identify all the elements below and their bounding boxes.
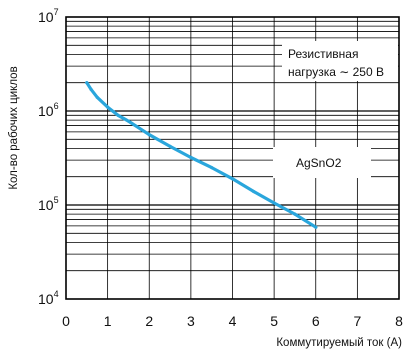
x-tick-label: 2	[145, 313, 153, 329]
series-label: AgSnO2	[296, 156, 342, 170]
data-point	[251, 189, 255, 193]
plot-frame	[65, 16, 400, 300]
data-point	[95, 95, 99, 99]
y-tick-label: 104	[38, 289, 59, 307]
y-tick-label: 105	[38, 195, 59, 213]
load-annotation-line1: Резистивная	[288, 47, 358, 61]
data-point	[293, 212, 297, 216]
data-point	[126, 119, 130, 123]
x-tick-label: 8	[395, 313, 403, 329]
x-tick-labels: 0 1 2 3 4 5 6 7 8	[62, 313, 403, 329]
y-tick-label: 107	[38, 7, 59, 25]
data-point	[230, 177, 235, 181]
y-tick-label: 106	[38, 101, 59, 119]
data-point	[106, 105, 110, 109]
data-point	[89, 87, 93, 91]
x-tick-label: 6	[312, 313, 320, 329]
annotations: Резистивная нагрузка ∼ 250 В AgSnO2	[273, 41, 398, 178]
x-tick-label: 4	[229, 313, 237, 329]
data-point	[147, 133, 151, 137]
data-point	[85, 81, 89, 85]
x-tick-label: 5	[270, 313, 278, 329]
data-point	[314, 225, 318, 229]
y-axis-label: Кол-во рабочих циклов	[8, 66, 20, 189]
data-point	[210, 166, 214, 170]
y-tick-labels: 104 105 106 107	[38, 7, 59, 307]
x-axis-label: Коммутируемый ток (A)	[276, 337, 402, 349]
load-annotation-line2: нагрузка ∼ 250 В	[288, 65, 384, 79]
series-label-box	[273, 147, 371, 178]
data-point	[272, 201, 276, 205]
data-point	[168, 144, 172, 148]
series	[85, 81, 318, 229]
x-tick-label: 7	[353, 313, 361, 329]
x-tick-label: 0	[62, 313, 70, 329]
x-tick-label: 3	[187, 313, 195, 329]
load-annotation-box	[282, 41, 398, 81]
x-tick-label: 1	[104, 313, 112, 329]
data-point	[116, 113, 120, 117]
data-point	[189, 155, 193, 160]
